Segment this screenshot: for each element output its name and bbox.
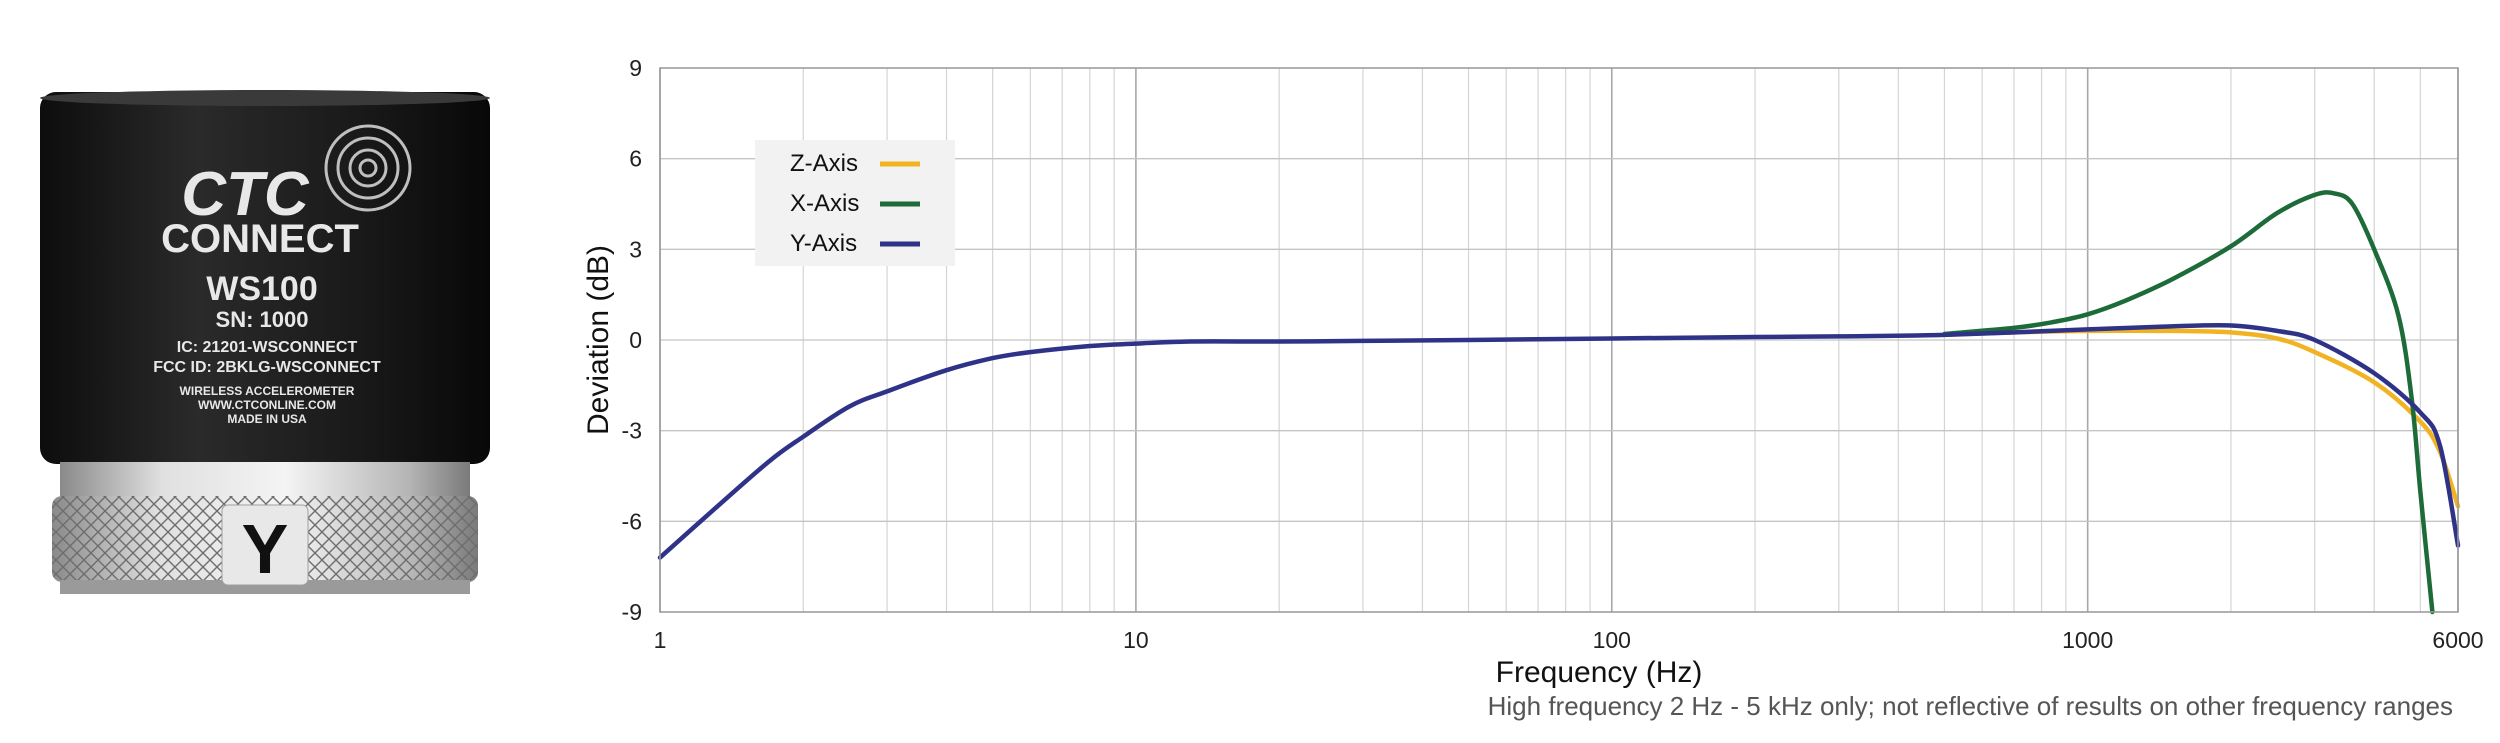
tick-labels: 1 10 100 1000 6000 9 6 3 0 -3 -6 -9: [622, 55, 2484, 653]
footnote: High frequency 2 Hz - 5 kHz only; not re…: [1488, 691, 2453, 721]
series-lines: [657, 190, 2461, 615]
plot-border: [659, 67, 2459, 613]
x-tick-label: 10: [1123, 627, 1149, 653]
axis-plate: [221, 504, 309, 586]
y-tick-label: 3: [629, 236, 642, 262]
x-tick-label: 6000: [2432, 627, 2483, 653]
metal-collar: [60, 462, 470, 498]
desc-label: WIRELESS ACCELEROMETER: [180, 384, 355, 398]
x-tick-label: 1000: [2062, 627, 2113, 653]
x-tick-label: 1: [654, 627, 667, 653]
x-axis-title: Frequency (Hz): [1496, 656, 1703, 689]
serial-label: SN: 1000: [216, 307, 309, 332]
logo-connect: CONNECT: [161, 217, 359, 261]
axis-mark: Y: [242, 510, 289, 588]
legend: Z-Axis X-Axis Y-Axis: [755, 140, 955, 266]
legend-label: Z-Axis: [790, 150, 858, 177]
y-tick-label: 9: [629, 55, 642, 81]
series-line-y-axis: [657, 322, 2461, 560]
origin-label: MADE IN USA: [227, 412, 307, 426]
model-label: WS100: [206, 270, 318, 308]
product-image: CTC CONNECT WS100 SN: 1000 IC: 21201-WSC…: [40, 90, 490, 594]
legend-label: Y-Axis: [790, 230, 857, 257]
ic-label: IC: 21201-WSCONNECT: [177, 339, 358, 356]
fcc-label: FCC ID: 2BKLG-WSCONNECT: [153, 359, 381, 376]
signal-rings-icon: [324, 124, 412, 212]
y-tick-label: 6: [629, 146, 642, 172]
y-tick-label: 0: [629, 327, 642, 353]
series-line-x-axis: [1942, 190, 2435, 615]
logo-ctc: CTC: [181, 160, 310, 229]
x-tick-label: 100: [1593, 627, 1631, 653]
y-tick-label: -3: [622, 418, 642, 444]
legend-box: [755, 140, 955, 266]
y-tick-label: -6: [622, 508, 642, 534]
y-axis-title: Deviation (dB): [582, 245, 615, 435]
series-line-z-axis: [1942, 328, 2461, 509]
url-label: WWW.CTCONLINE.COM: [198, 398, 336, 412]
y-tick-label: -9: [622, 599, 642, 625]
legend-label: X-Axis: [790, 190, 859, 217]
